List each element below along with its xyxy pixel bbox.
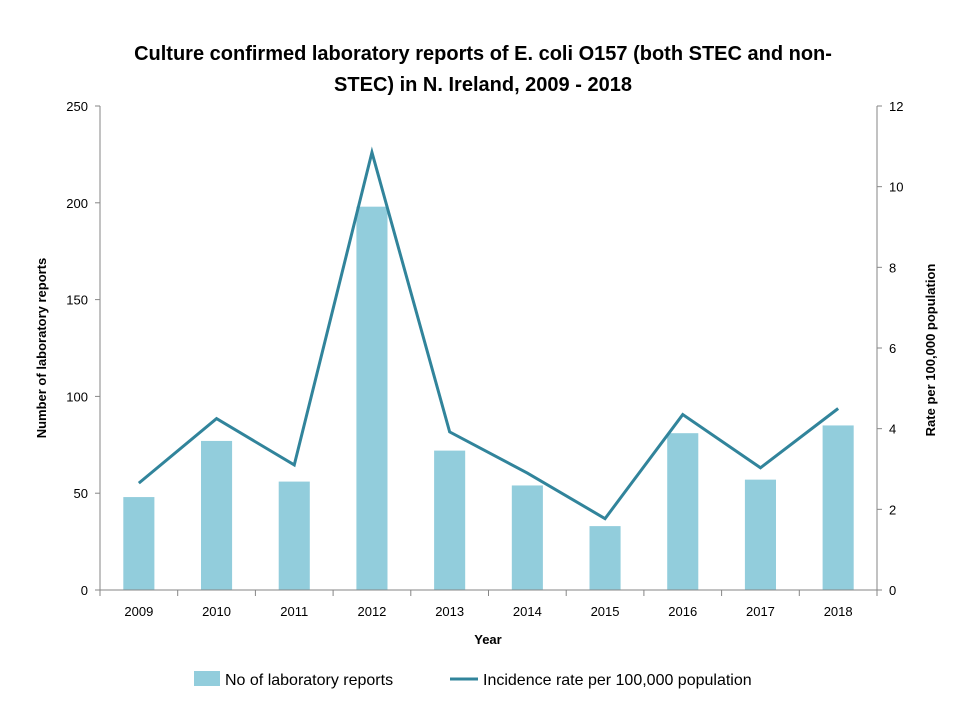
legend-line-label: Incidence rate per 100,000 population [483, 672, 752, 689]
bar-2017 [744, 479, 776, 590]
right-tick-label: 8 [889, 260, 896, 275]
right-tick-label: 0 [889, 583, 896, 598]
bar-2010 [201, 440, 233, 590]
left-tick-label: 250 [66, 99, 88, 114]
right-y-ticks: 0 2 4 6 8 10 12 [877, 99, 903, 598]
right-tick-label: 4 [889, 422, 896, 437]
left-tick-label: 150 [66, 293, 88, 308]
bar-2016 [667, 433, 699, 590]
bar-series [123, 206, 854, 590]
bar-2018 [822, 425, 854, 590]
x-tick-label: 2015 [591, 604, 620, 619]
right-tick-label: 6 [889, 341, 896, 356]
x-axis-title: Year [474, 632, 501, 647]
bar-2009 [123, 497, 155, 590]
chart-title-line-2: STEC) in N. Ireland, 2009 - 2018 [334, 74, 632, 96]
bar-2012 [356, 206, 388, 590]
bar-2015 [589, 526, 621, 590]
left-tick-label: 100 [66, 389, 88, 404]
left-y-axis-title: Number of laboratory reports [34, 258, 49, 439]
legend: No of laboratory reports Incidence rate … [194, 671, 752, 689]
left-y-ticks: 0 50 100 150 200 250 [66, 99, 100, 598]
left-tick-label: 50 [74, 486, 88, 501]
legend-bar-label: No of laboratory reports [225, 672, 393, 689]
x-tick-label: 2017 [746, 604, 775, 619]
x-tick-label: 2011 [280, 604, 308, 619]
x-tick-label: 2010 [202, 604, 231, 619]
right-y-axis-title: Rate per 100,000 population [923, 264, 938, 437]
right-tick-label: 12 [889, 99, 903, 114]
x-ticks: 2009 2010 2011 2012 2013 2014 2015 2016 2017 2018 [99, 590, 878, 619]
bar-2014 [511, 485, 543, 590]
x-tick-label: 2012 [357, 604, 386, 619]
right-tick-label: 10 [889, 180, 903, 195]
x-tick-label: 2014 [513, 604, 542, 619]
left-tick-label: 0 [81, 583, 88, 598]
bar-2011 [278, 481, 310, 590]
x-tick-label: 2013 [435, 604, 464, 619]
x-tick-label: 2016 [668, 604, 697, 619]
line-series [137, 146, 840, 521]
left-tick-label: 200 [66, 196, 88, 211]
right-tick-label: 2 [889, 502, 896, 517]
legend-bar-swatch [194, 671, 220, 686]
x-tick-label: 2018 [824, 604, 853, 619]
x-tick-label: 2009 [124, 604, 153, 619]
bar-2013 [434, 450, 466, 590]
chart-title-line-1: Culture confirmed laboratory reports of … [134, 43, 832, 65]
incidence-rate-line [137, 146, 840, 521]
